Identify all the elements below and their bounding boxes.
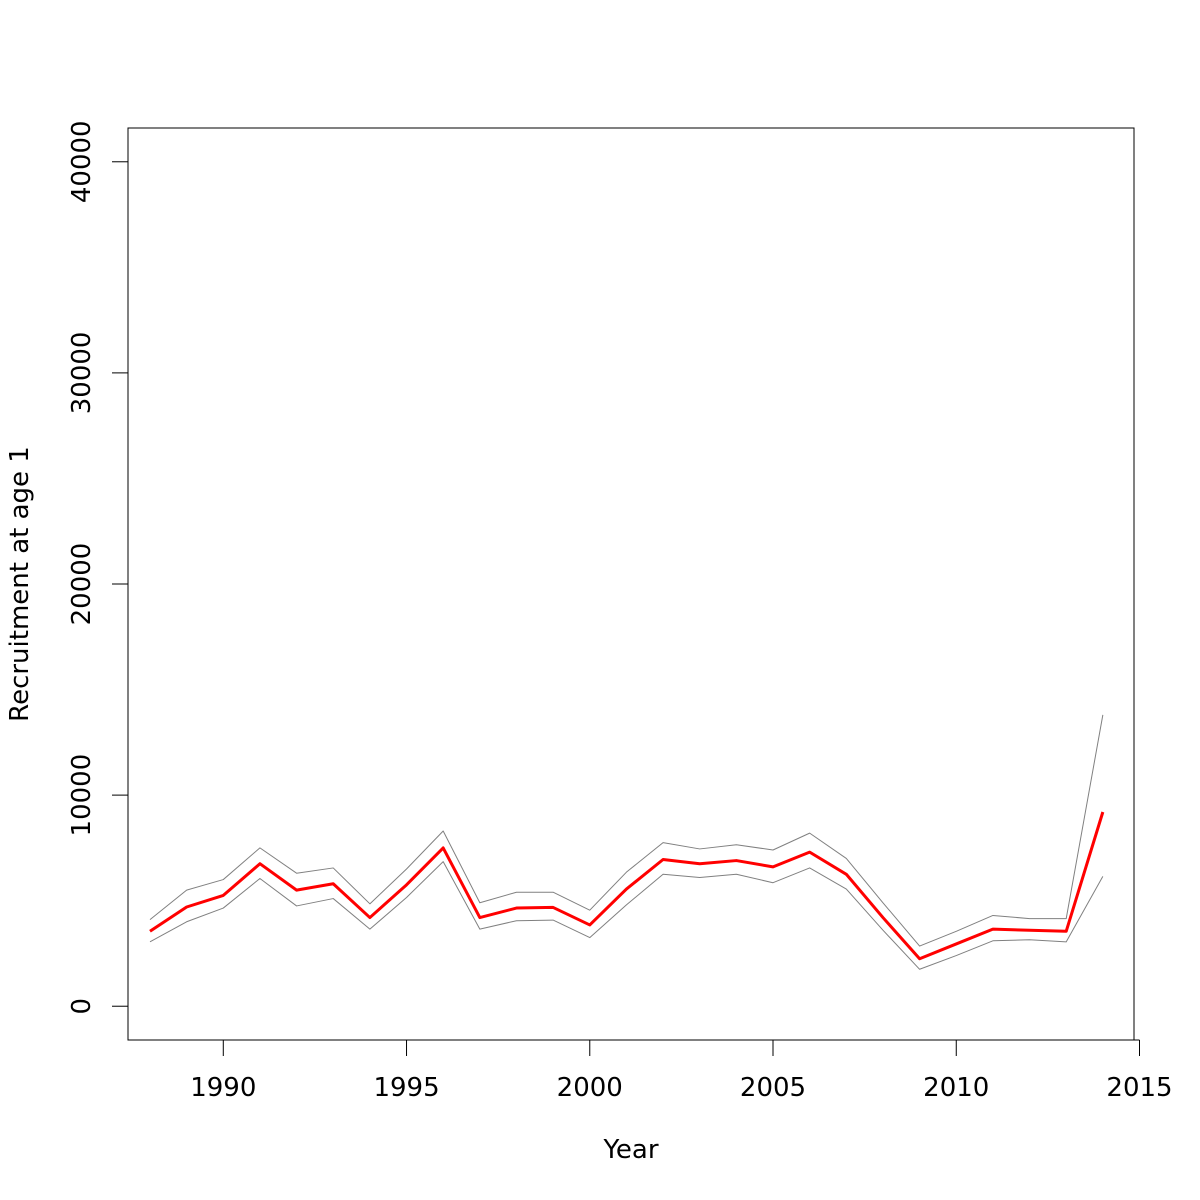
y-axis: 0 10000 20000 30000 40000 xyxy=(67,120,129,1015)
x-tick-label-2015: 2015 xyxy=(1106,1073,1172,1103)
x-tick-label-2000: 2000 xyxy=(557,1073,623,1103)
x-axis-title: Year xyxy=(602,1135,658,1165)
y-tick-label-20000: 20000 xyxy=(67,543,97,626)
x-tick-label-1995: 1995 xyxy=(373,1073,439,1103)
y-tick-label-10000: 10000 xyxy=(67,754,97,837)
y-tick-label-40000: 40000 xyxy=(67,120,97,203)
x-tick-label-1990: 1990 xyxy=(190,1073,256,1103)
series-line-lower xyxy=(149,861,1104,970)
x-tick-label-2005: 2005 xyxy=(740,1073,806,1103)
series-layer xyxy=(149,714,1105,970)
x-axis: 1990 1995 2000 2005 2010 2015 xyxy=(190,1039,1173,1103)
y-tick-label-30000: 30000 xyxy=(67,332,97,415)
series-line-estimate xyxy=(149,811,1105,961)
x-tick-label-2010: 2010 xyxy=(923,1073,989,1103)
series-line-upper xyxy=(149,714,1104,947)
y-tick-label-0: 0 xyxy=(67,998,97,1015)
y-axis-title: Recruitment at age 1 xyxy=(5,446,35,722)
plot-frame xyxy=(127,127,1135,1041)
